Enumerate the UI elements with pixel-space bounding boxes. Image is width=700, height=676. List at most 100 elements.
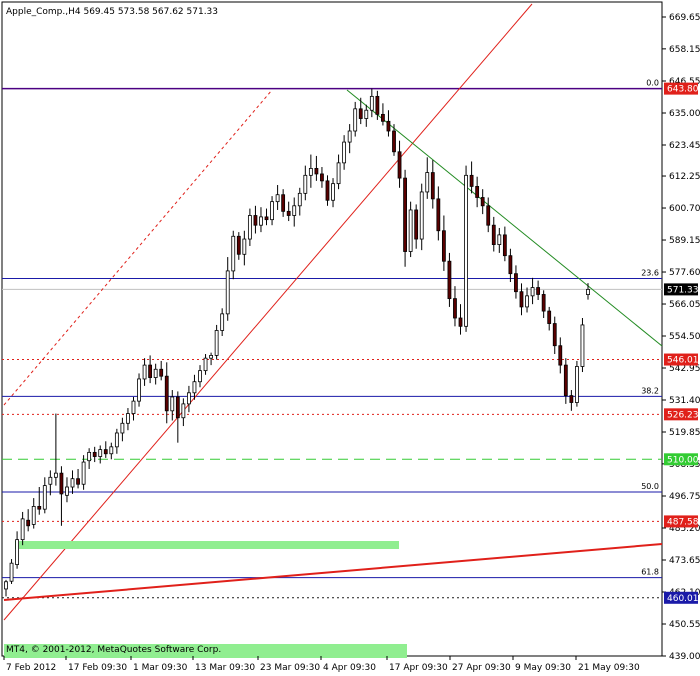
- candle-body: [541, 294, 546, 312]
- candle-body: [175, 396, 180, 419]
- candle-body: [131, 400, 136, 414]
- price-label-text: 460.01: [667, 594, 699, 604]
- candle-body: [502, 234, 507, 257]
- candle-body: [353, 108, 358, 132]
- candle-body: [198, 370, 202, 383]
- candle-body: [397, 151, 402, 179]
- candle-body: [31, 505, 36, 525]
- candle-body: [441, 230, 446, 262]
- candle-body: [508, 255, 513, 275]
- x-tick-label: 9 May 09:30: [515, 663, 571, 673]
- candle-body: [525, 295, 529, 308]
- y-tick-label: 531.40: [669, 396, 700, 406]
- candle-body: [48, 476, 53, 485]
- price-label-box: [664, 353, 698, 366]
- candle-body: [430, 172, 435, 200]
- trendline-support-trendline: [3, 543, 663, 601]
- candle-body: [586, 288, 590, 295]
- x-tick-label: 7 Feb 2012: [6, 663, 56, 673]
- horizontal-lines: [2, 288, 662, 599]
- candle-body: [253, 215, 258, 226]
- trendline-downtrend: [346, 89, 663, 347]
- highlight-bar: [15, 541, 399, 549]
- copyright-footer: MT4, © 2001-2012, MetaQuotes Software Co…: [6, 645, 221, 655]
- candle-body: [292, 205, 297, 216]
- trendline-pitchfork-median: [3, 3, 533, 621]
- candle-body: [297, 192, 302, 207]
- candle-body: [375, 95, 380, 115]
- candle-body: [336, 162, 341, 185]
- y-tick-label: 439.00: [669, 652, 700, 662]
- candle-body: [325, 180, 330, 201]
- candle-body: [331, 183, 335, 201]
- candle-body: [320, 173, 324, 182]
- y-tick-label: 600.70: [669, 204, 700, 214]
- candle-body: [65, 486, 69, 496]
- candle-body: [192, 381, 197, 394]
- candle-body: [259, 216, 263, 226]
- candle-body: [220, 313, 225, 331]
- candle-body: [281, 194, 286, 212]
- candle-body: [109, 446, 114, 455]
- y-tick-label: 496.75: [669, 492, 700, 502]
- candle-body: [569, 395, 574, 403]
- fibonacci-levels: 0.0 23.6 38.2 50.0 61.8: [2, 79, 662, 579]
- fib-level-label: 61.8: [641, 568, 659, 577]
- candle-body: [120, 422, 125, 434]
- y-tick-label: 589.15: [669, 236, 700, 246]
- candle-body: [369, 95, 374, 111]
- candle-body: [9, 562, 14, 582]
- plot-area: [1, 1, 663, 657]
- candle-body: [419, 191, 424, 240]
- candle-body: [286, 210, 291, 216]
- candle-body: [148, 364, 153, 378]
- candle-body: [137, 378, 141, 402]
- candle-body: [59, 472, 64, 495]
- candle-body: [181, 403, 186, 419]
- candle-body: [92, 451, 97, 457]
- candle-body: [469, 174, 474, 187]
- trendlines: [3, 3, 663, 621]
- candle-body: [403, 177, 407, 252]
- x-tick-label: 13 Mar 09:30: [195, 663, 255, 673]
- symbol-header: Apple_Comp.,H4 569.45 573.58 567.62 571.…: [6, 7, 218, 17]
- candle-body: [447, 260, 452, 300]
- price-label-box: [664, 515, 698, 528]
- candle-body: [81, 461, 86, 485]
- candle-body: [530, 287, 535, 297]
- candle-body: [70, 478, 75, 488]
- candle-body: [475, 186, 480, 198]
- candle-body: [342, 141, 347, 164]
- highlight-bars: [4, 541, 407, 658]
- fib-level-label: 23.6: [641, 269, 659, 278]
- candle-body: [464, 174, 468, 327]
- candlesticks: [4, 88, 590, 597]
- candle-body: [242, 238, 247, 255]
- candle-body: [187, 392, 191, 405]
- candle-body: [347, 130, 352, 143]
- candle-body: [231, 235, 236, 272]
- candle-body: [519, 291, 524, 308]
- candle-body: [563, 364, 568, 396]
- y-tick-label: 669.65: [669, 13, 700, 23]
- price-label-box: [664, 591, 698, 604]
- x-tick-label: 4 Apr 09:30: [323, 663, 376, 673]
- candle-body: [486, 205, 491, 226]
- price-label-text: 571.33: [667, 285, 699, 295]
- candle-body: [453, 298, 457, 319]
- price-label-box: [664, 408, 698, 421]
- x-axis: 7 Feb 2012 17 Feb 09:30 1 Mar 09:30 13 Mar …: [3, 656, 640, 673]
- price-label-box: [664, 453, 698, 466]
- y-tick-label: 542.95: [669, 364, 700, 374]
- candle-body: [164, 375, 169, 412]
- y-tick-label: 658.15: [669, 45, 700, 55]
- fib-level-label: 0.0: [646, 79, 659, 88]
- y-tick-label: 623.45: [669, 141, 700, 151]
- x-tick-label: 17 Feb 09:30: [68, 663, 127, 673]
- y-tick-label: 566.05: [669, 300, 700, 310]
- candle-body: [53, 472, 58, 478]
- candle-body: [314, 168, 319, 175]
- candle-body: [558, 345, 563, 366]
- y-tick-label: 577.60: [669, 268, 700, 278]
